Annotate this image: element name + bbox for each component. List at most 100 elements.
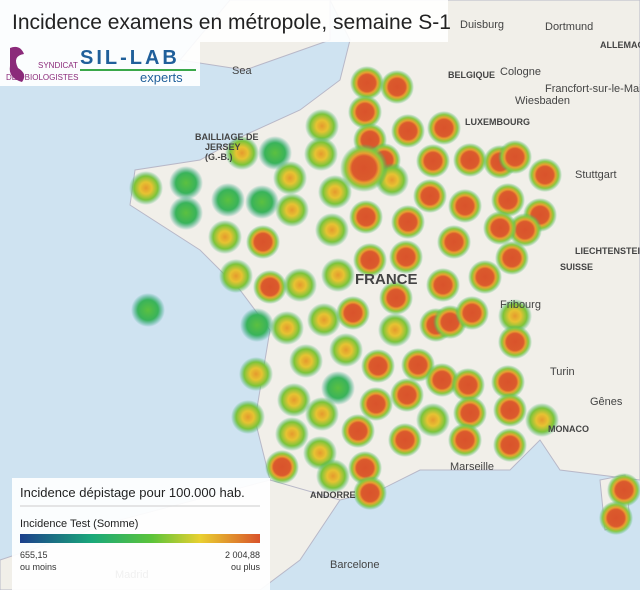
heat-blob	[448, 189, 482, 223]
heat-blob	[607, 473, 640, 507]
heat-blob	[307, 303, 341, 337]
heat-blob	[318, 175, 352, 209]
heat-blob	[340, 144, 388, 192]
heat-blob	[275, 193, 309, 227]
country-label: LUXEMBOURG	[465, 117, 530, 127]
heat-blob	[341, 414, 375, 448]
heat-blob	[451, 368, 485, 402]
city-label: Sea	[232, 65, 252, 77]
city-label: Dortmund	[545, 21, 593, 33]
heat-blob	[391, 114, 425, 148]
city-label: Marseille	[450, 461, 494, 473]
heat-blob	[240, 308, 274, 342]
heat-blob	[305, 109, 339, 143]
heat-blob	[353, 476, 387, 510]
heat-blob	[389, 240, 423, 274]
city-label: Gênes	[590, 396, 623, 408]
heat-blob	[315, 213, 349, 247]
legend-field: Incidence Test (Somme)	[20, 518, 138, 530]
heat-blob	[169, 166, 203, 200]
logo-text: DES BIOLOGISTES	[6, 73, 78, 82]
city-label: Fribourg	[500, 299, 541, 311]
heat-blob	[258, 136, 292, 170]
heat-blob	[426, 268, 460, 302]
heat-blob	[275, 417, 309, 451]
heat-blob	[388, 423, 422, 457]
heat-blob	[245, 185, 279, 219]
heat-blob	[283, 268, 317, 302]
heat-blob	[211, 183, 245, 217]
country-label: LIECHTENSTEIN	[575, 246, 640, 256]
legend-min: 655,15	[20, 550, 48, 560]
title-box	[0, 0, 448, 42]
heat-blob	[329, 333, 363, 367]
heat-blob	[437, 225, 471, 259]
city-label: Wiesbaden	[515, 95, 570, 107]
logo-box	[0, 42, 200, 86]
heat-blob	[391, 205, 425, 239]
heat-blob	[321, 371, 355, 405]
heat-blob	[416, 403, 450, 437]
heat-blob	[468, 260, 502, 294]
heat-blobs	[129, 66, 640, 535]
heat-blob	[498, 140, 532, 174]
heat-blob	[321, 258, 355, 292]
heat-blob	[359, 387, 393, 421]
city-label: Stuttgart	[575, 169, 617, 181]
heat-blob	[599, 501, 633, 535]
country-label: FRANCE	[355, 271, 418, 288]
heat-blob	[493, 428, 527, 462]
map-labels: BELGIQUE LUXEMBOURG ALLEMAGNE SUISSE FRANCE A…	[115, 19, 640, 581]
heat-blob	[273, 161, 307, 195]
legend-title: Incidence dépistage pour 100.000 hab.	[20, 485, 245, 500]
heat-blob	[253, 270, 287, 304]
heat-blob	[528, 158, 562, 192]
heat-blob	[336, 296, 370, 330]
heat-blob	[208, 220, 242, 254]
heat-blob	[491, 365, 525, 399]
heat-blob	[239, 357, 273, 391]
heat-blob	[305, 397, 339, 431]
heat-blob	[453, 396, 487, 430]
heat-blob	[455, 296, 489, 330]
logo-text: SIL-LAB	[80, 47, 180, 69]
legend-scale	[20, 534, 260, 543]
legend-min-note: ou moins	[20, 562, 57, 572]
title: Incidence examens en métropole, semaine …	[12, 11, 451, 34]
heat-blob	[231, 400, 265, 434]
city-label: Turin	[550, 366, 575, 378]
heat-blob	[131, 293, 165, 327]
heat-blob	[495, 241, 529, 275]
country-label: JERSEY	[205, 142, 241, 152]
heat-blob	[350, 66, 384, 100]
city-label: Cologne	[500, 66, 541, 78]
heat-blob	[413, 179, 447, 213]
city-label: Barcelone	[330, 559, 380, 571]
heat-blob	[348, 95, 382, 129]
heat-blob	[378, 313, 412, 347]
heat-blob	[508, 213, 542, 247]
heat-blob	[390, 378, 424, 412]
heat-blob	[425, 363, 459, 397]
heat-blob	[498, 299, 532, 333]
heat-blob	[525, 403, 559, 437]
heat-blob	[270, 311, 304, 345]
country-label: ANDORRE	[310, 490, 356, 500]
city-label: Francfort-sur-le-Main	[545, 83, 640, 95]
heat-blob	[379, 281, 413, 315]
heat-blob	[265, 450, 299, 484]
country-label: BAILLIAGE DE	[195, 132, 259, 142]
heat-blob	[483, 211, 517, 245]
heat-blob	[316, 459, 350, 493]
legend-max-note: ou plus	[231, 562, 261, 572]
country-label: BELGIQUE	[448, 70, 495, 80]
heat-blob	[453, 143, 487, 177]
heat-blob	[361, 349, 395, 383]
logo-text: experts	[140, 70, 183, 85]
country-label: ALLEMAGNE	[600, 40, 640, 50]
legend-max: 2 004,88	[225, 550, 260, 560]
heat-blob	[498, 325, 532, 359]
heat-blob	[246, 225, 280, 259]
heat-blob	[219, 259, 253, 293]
heat-blob	[491, 183, 525, 217]
